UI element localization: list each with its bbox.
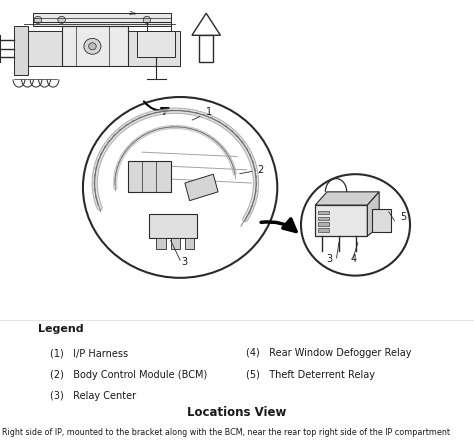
Polygon shape bbox=[128, 161, 171, 192]
Circle shape bbox=[34, 16, 42, 23]
Circle shape bbox=[58, 16, 65, 23]
Polygon shape bbox=[372, 209, 391, 232]
Text: 2x: 2x bbox=[129, 11, 137, 16]
Polygon shape bbox=[318, 222, 329, 226]
Polygon shape bbox=[62, 26, 128, 66]
Text: Right side of IP, mounted to the bracket along with the BCM, near the rear top r: Right side of IP, mounted to the bracket… bbox=[2, 428, 450, 437]
Text: (5)   Theft Deterrent Relay: (5) Theft Deterrent Relay bbox=[246, 370, 375, 380]
Text: (3)   Relay Center: (3) Relay Center bbox=[50, 391, 136, 401]
Circle shape bbox=[83, 97, 277, 278]
Polygon shape bbox=[318, 211, 329, 214]
Text: (4)   Rear Window Defogger Relay: (4) Rear Window Defogger Relay bbox=[246, 348, 412, 359]
Polygon shape bbox=[318, 217, 329, 220]
Polygon shape bbox=[199, 35, 213, 62]
Polygon shape bbox=[367, 192, 379, 236]
Circle shape bbox=[89, 43, 96, 50]
Polygon shape bbox=[185, 174, 218, 201]
Text: Locations View: Locations View bbox=[187, 406, 287, 419]
Circle shape bbox=[301, 174, 410, 276]
Polygon shape bbox=[33, 13, 171, 26]
Polygon shape bbox=[14, 26, 28, 75]
Text: (1)   I/P Harness: (1) I/P Harness bbox=[50, 348, 128, 359]
Circle shape bbox=[84, 38, 101, 54]
Polygon shape bbox=[185, 238, 194, 249]
Text: 5: 5 bbox=[400, 213, 406, 223]
Polygon shape bbox=[137, 31, 175, 57]
Text: 3: 3 bbox=[327, 254, 332, 265]
Text: (2)   Body Control Module (BCM): (2) Body Control Module (BCM) bbox=[50, 370, 207, 380]
Polygon shape bbox=[315, 192, 379, 205]
Polygon shape bbox=[315, 205, 367, 236]
Text: 3: 3 bbox=[182, 257, 188, 267]
Polygon shape bbox=[156, 238, 166, 249]
Polygon shape bbox=[24, 31, 180, 66]
Polygon shape bbox=[192, 13, 220, 35]
Polygon shape bbox=[149, 214, 197, 238]
Text: 2: 2 bbox=[240, 165, 264, 175]
Polygon shape bbox=[318, 228, 329, 232]
Polygon shape bbox=[171, 238, 180, 249]
Text: 1: 1 bbox=[192, 108, 211, 120]
Text: 4: 4 bbox=[350, 254, 356, 265]
Circle shape bbox=[143, 16, 151, 23]
Text: Legend: Legend bbox=[38, 324, 83, 334]
